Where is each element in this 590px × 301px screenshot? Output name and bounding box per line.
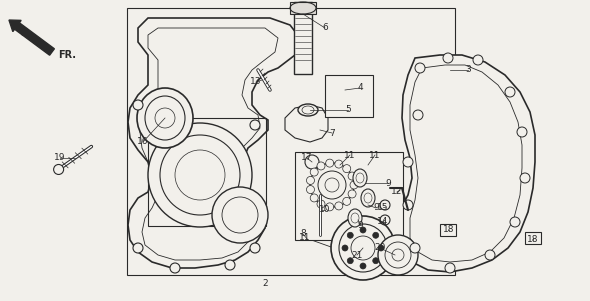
Ellipse shape bbox=[317, 162, 325, 170]
Ellipse shape bbox=[343, 197, 350, 205]
Text: 16: 16 bbox=[137, 138, 149, 147]
Ellipse shape bbox=[343, 165, 350, 173]
Ellipse shape bbox=[148, 123, 252, 227]
Text: 11: 11 bbox=[344, 150, 356, 160]
Text: 11: 11 bbox=[299, 232, 311, 241]
Bar bbox=[295, 152, 403, 240]
Ellipse shape bbox=[415, 63, 425, 73]
Ellipse shape bbox=[445, 263, 455, 273]
Ellipse shape bbox=[350, 181, 358, 189]
Text: FR.: FR. bbox=[58, 50, 76, 60]
Text: 10: 10 bbox=[319, 206, 331, 215]
Ellipse shape bbox=[373, 232, 379, 238]
Ellipse shape bbox=[348, 172, 356, 180]
Ellipse shape bbox=[360, 227, 366, 233]
Text: 20: 20 bbox=[374, 244, 386, 253]
Text: 9: 9 bbox=[385, 178, 391, 188]
Text: 21: 21 bbox=[351, 250, 363, 259]
Ellipse shape bbox=[250, 243, 260, 253]
Text: 15: 15 bbox=[377, 203, 389, 212]
Ellipse shape bbox=[378, 245, 384, 251]
Ellipse shape bbox=[348, 258, 353, 264]
Ellipse shape bbox=[225, 260, 235, 270]
Ellipse shape bbox=[310, 163, 354, 207]
Bar bbox=[440, 224, 456, 236]
Ellipse shape bbox=[133, 243, 143, 253]
Text: 13: 13 bbox=[250, 77, 262, 86]
Ellipse shape bbox=[306, 186, 314, 194]
Text: 7: 7 bbox=[329, 129, 335, 138]
Ellipse shape bbox=[410, 243, 420, 253]
Ellipse shape bbox=[413, 110, 423, 120]
Ellipse shape bbox=[250, 120, 260, 130]
Text: 9: 9 bbox=[357, 221, 363, 229]
Ellipse shape bbox=[403, 157, 413, 167]
Ellipse shape bbox=[342, 245, 348, 251]
Ellipse shape bbox=[378, 235, 418, 275]
Ellipse shape bbox=[360, 263, 366, 269]
Ellipse shape bbox=[54, 164, 64, 175]
Text: 3: 3 bbox=[465, 66, 471, 75]
Ellipse shape bbox=[310, 194, 318, 202]
Text: 17: 17 bbox=[301, 154, 313, 163]
Ellipse shape bbox=[485, 250, 495, 260]
Text: 18: 18 bbox=[527, 235, 539, 244]
Ellipse shape bbox=[348, 232, 353, 238]
Bar bbox=[127, 8, 455, 275]
Ellipse shape bbox=[335, 202, 343, 210]
Bar bbox=[294, 2, 312, 74]
Ellipse shape bbox=[348, 209, 362, 227]
Text: 2: 2 bbox=[262, 278, 268, 287]
Ellipse shape bbox=[317, 200, 325, 208]
Ellipse shape bbox=[137, 88, 193, 148]
Ellipse shape bbox=[145, 96, 185, 140]
Text: 4: 4 bbox=[357, 83, 363, 92]
Text: 9: 9 bbox=[373, 203, 379, 213]
Text: 8: 8 bbox=[300, 229, 306, 238]
Ellipse shape bbox=[361, 189, 375, 207]
Text: 5: 5 bbox=[345, 105, 351, 114]
Ellipse shape bbox=[212, 187, 268, 243]
Ellipse shape bbox=[133, 100, 143, 110]
Text: 19: 19 bbox=[54, 154, 65, 163]
Text: 18: 18 bbox=[443, 225, 455, 234]
Ellipse shape bbox=[473, 55, 483, 65]
FancyArrow shape bbox=[9, 20, 54, 55]
Bar bbox=[148, 118, 266, 226]
Ellipse shape bbox=[517, 127, 527, 137]
Text: 6: 6 bbox=[322, 23, 328, 33]
Ellipse shape bbox=[335, 160, 343, 168]
Bar bbox=[525, 232, 541, 244]
Ellipse shape bbox=[326, 159, 334, 167]
Ellipse shape bbox=[306, 176, 314, 185]
Ellipse shape bbox=[373, 258, 379, 264]
Bar bbox=[325, 75, 373, 117]
Ellipse shape bbox=[510, 217, 520, 227]
Text: 14: 14 bbox=[378, 218, 389, 226]
Ellipse shape bbox=[326, 203, 334, 211]
Polygon shape bbox=[398, 55, 535, 272]
Polygon shape bbox=[128, 18, 300, 268]
Ellipse shape bbox=[348, 190, 356, 198]
Polygon shape bbox=[285, 105, 328, 142]
Ellipse shape bbox=[170, 263, 180, 273]
Ellipse shape bbox=[331, 216, 395, 280]
Ellipse shape bbox=[520, 173, 530, 183]
Text: 11: 11 bbox=[369, 150, 381, 160]
Ellipse shape bbox=[353, 169, 367, 187]
Ellipse shape bbox=[403, 200, 413, 210]
Ellipse shape bbox=[310, 168, 318, 176]
Text: 12: 12 bbox=[391, 188, 403, 197]
Ellipse shape bbox=[298, 104, 318, 116]
Ellipse shape bbox=[443, 53, 453, 63]
Bar bbox=[290, 2, 316, 14]
Ellipse shape bbox=[505, 87, 515, 97]
